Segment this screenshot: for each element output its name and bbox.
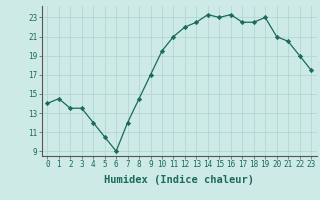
- X-axis label: Humidex (Indice chaleur): Humidex (Indice chaleur): [104, 175, 254, 185]
